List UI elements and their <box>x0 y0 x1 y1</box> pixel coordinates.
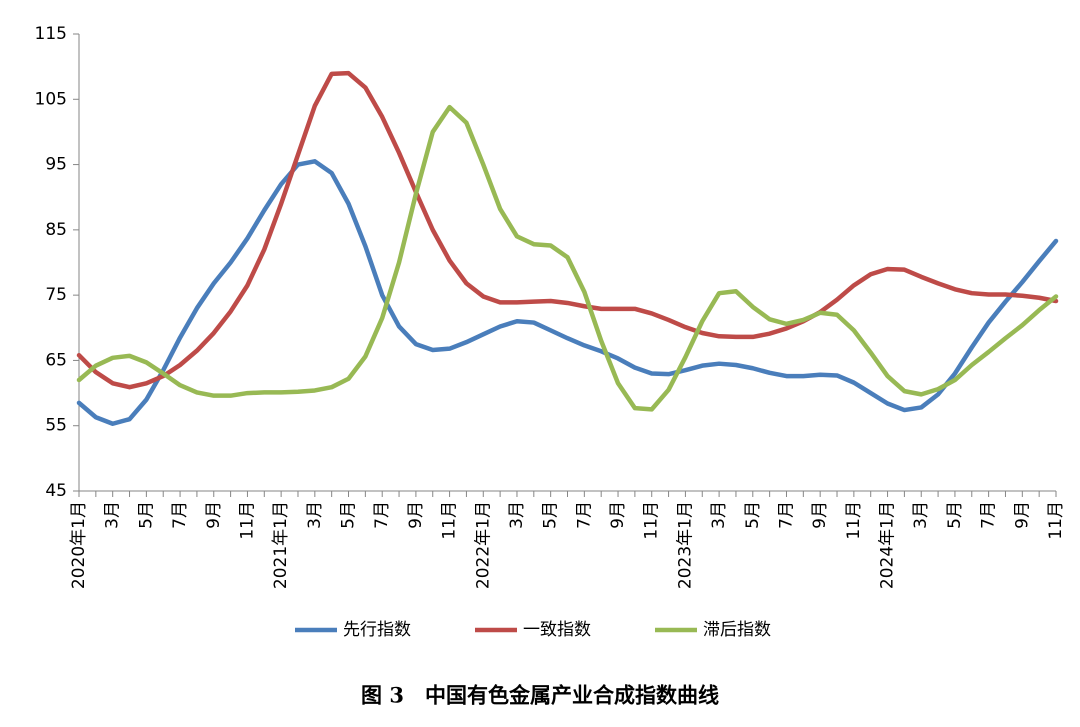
y-tick-label: 55 <box>45 416 67 436</box>
x-tick-label: 9月 <box>608 501 628 529</box>
y-tick-label: 85 <box>45 220 67 240</box>
x-tick-label: 3月 <box>709 501 729 529</box>
series-line <box>76 159 1059 427</box>
y-tick-label: 105 <box>35 89 67 109</box>
series-line <box>76 70 1059 390</box>
x-tick-label: 7月 <box>979 501 999 529</box>
legend-label: 滞后指数 <box>703 620 771 640</box>
x-tick-label: 11月 <box>440 501 460 540</box>
x-tick-label: 7月 <box>372 501 392 529</box>
x-tick-label: 5月 <box>743 501 763 529</box>
x-tick-label: 5月 <box>541 501 561 529</box>
x-tick-label: 7月 <box>170 501 190 529</box>
x-tick-label: 3月 <box>507 501 527 529</box>
x-tick-label: 11月 <box>237 501 257 540</box>
x-tick-label: 2023年1月 <box>675 501 695 589</box>
y-tick-label: 95 <box>45 155 67 175</box>
x-tick-label: 7月 <box>574 501 594 529</box>
x-tick-label: 2022年1月 <box>473 501 493 589</box>
y-tick-label: 115 <box>35 24 67 44</box>
x-tick-label: 3月 <box>103 501 123 529</box>
x-tick-label: 9月 <box>1012 501 1032 529</box>
chart-title: 图 3 中国有色金属产业合成指数曲线 <box>361 683 719 708</box>
x-tick-label: 5月 <box>339 501 359 529</box>
legend-label: 一致指数 <box>523 620 591 640</box>
series-line <box>76 104 1059 412</box>
y-tick-label: 45 <box>45 481 67 501</box>
x-tick-label: 3月 <box>305 501 325 529</box>
x-tick-label: 2024年1月 <box>878 501 898 589</box>
x-tick-label: 11月 <box>1046 501 1066 540</box>
x-tick-label: 5月 <box>136 501 156 529</box>
x-tick-label: 9月 <box>204 501 224 529</box>
legend-label: 先行指数 <box>343 620 411 640</box>
x-tick-label: 11月 <box>642 501 662 540</box>
y-tick-label: 65 <box>45 350 67 370</box>
x-tick-label: 2021年1月 <box>271 501 291 589</box>
x-tick-label: 5月 <box>945 501 965 529</box>
x-tick-label: 2020年1月 <box>69 501 89 589</box>
x-tick-label: 9月 <box>810 501 830 529</box>
x-tick-label: 3月 <box>911 501 931 529</box>
x-tick-label: 7月 <box>776 501 796 529</box>
x-tick-label: 11月 <box>844 501 864 540</box>
x-tick-label: 9月 <box>406 501 426 529</box>
y-tick-label: 75 <box>45 285 67 305</box>
